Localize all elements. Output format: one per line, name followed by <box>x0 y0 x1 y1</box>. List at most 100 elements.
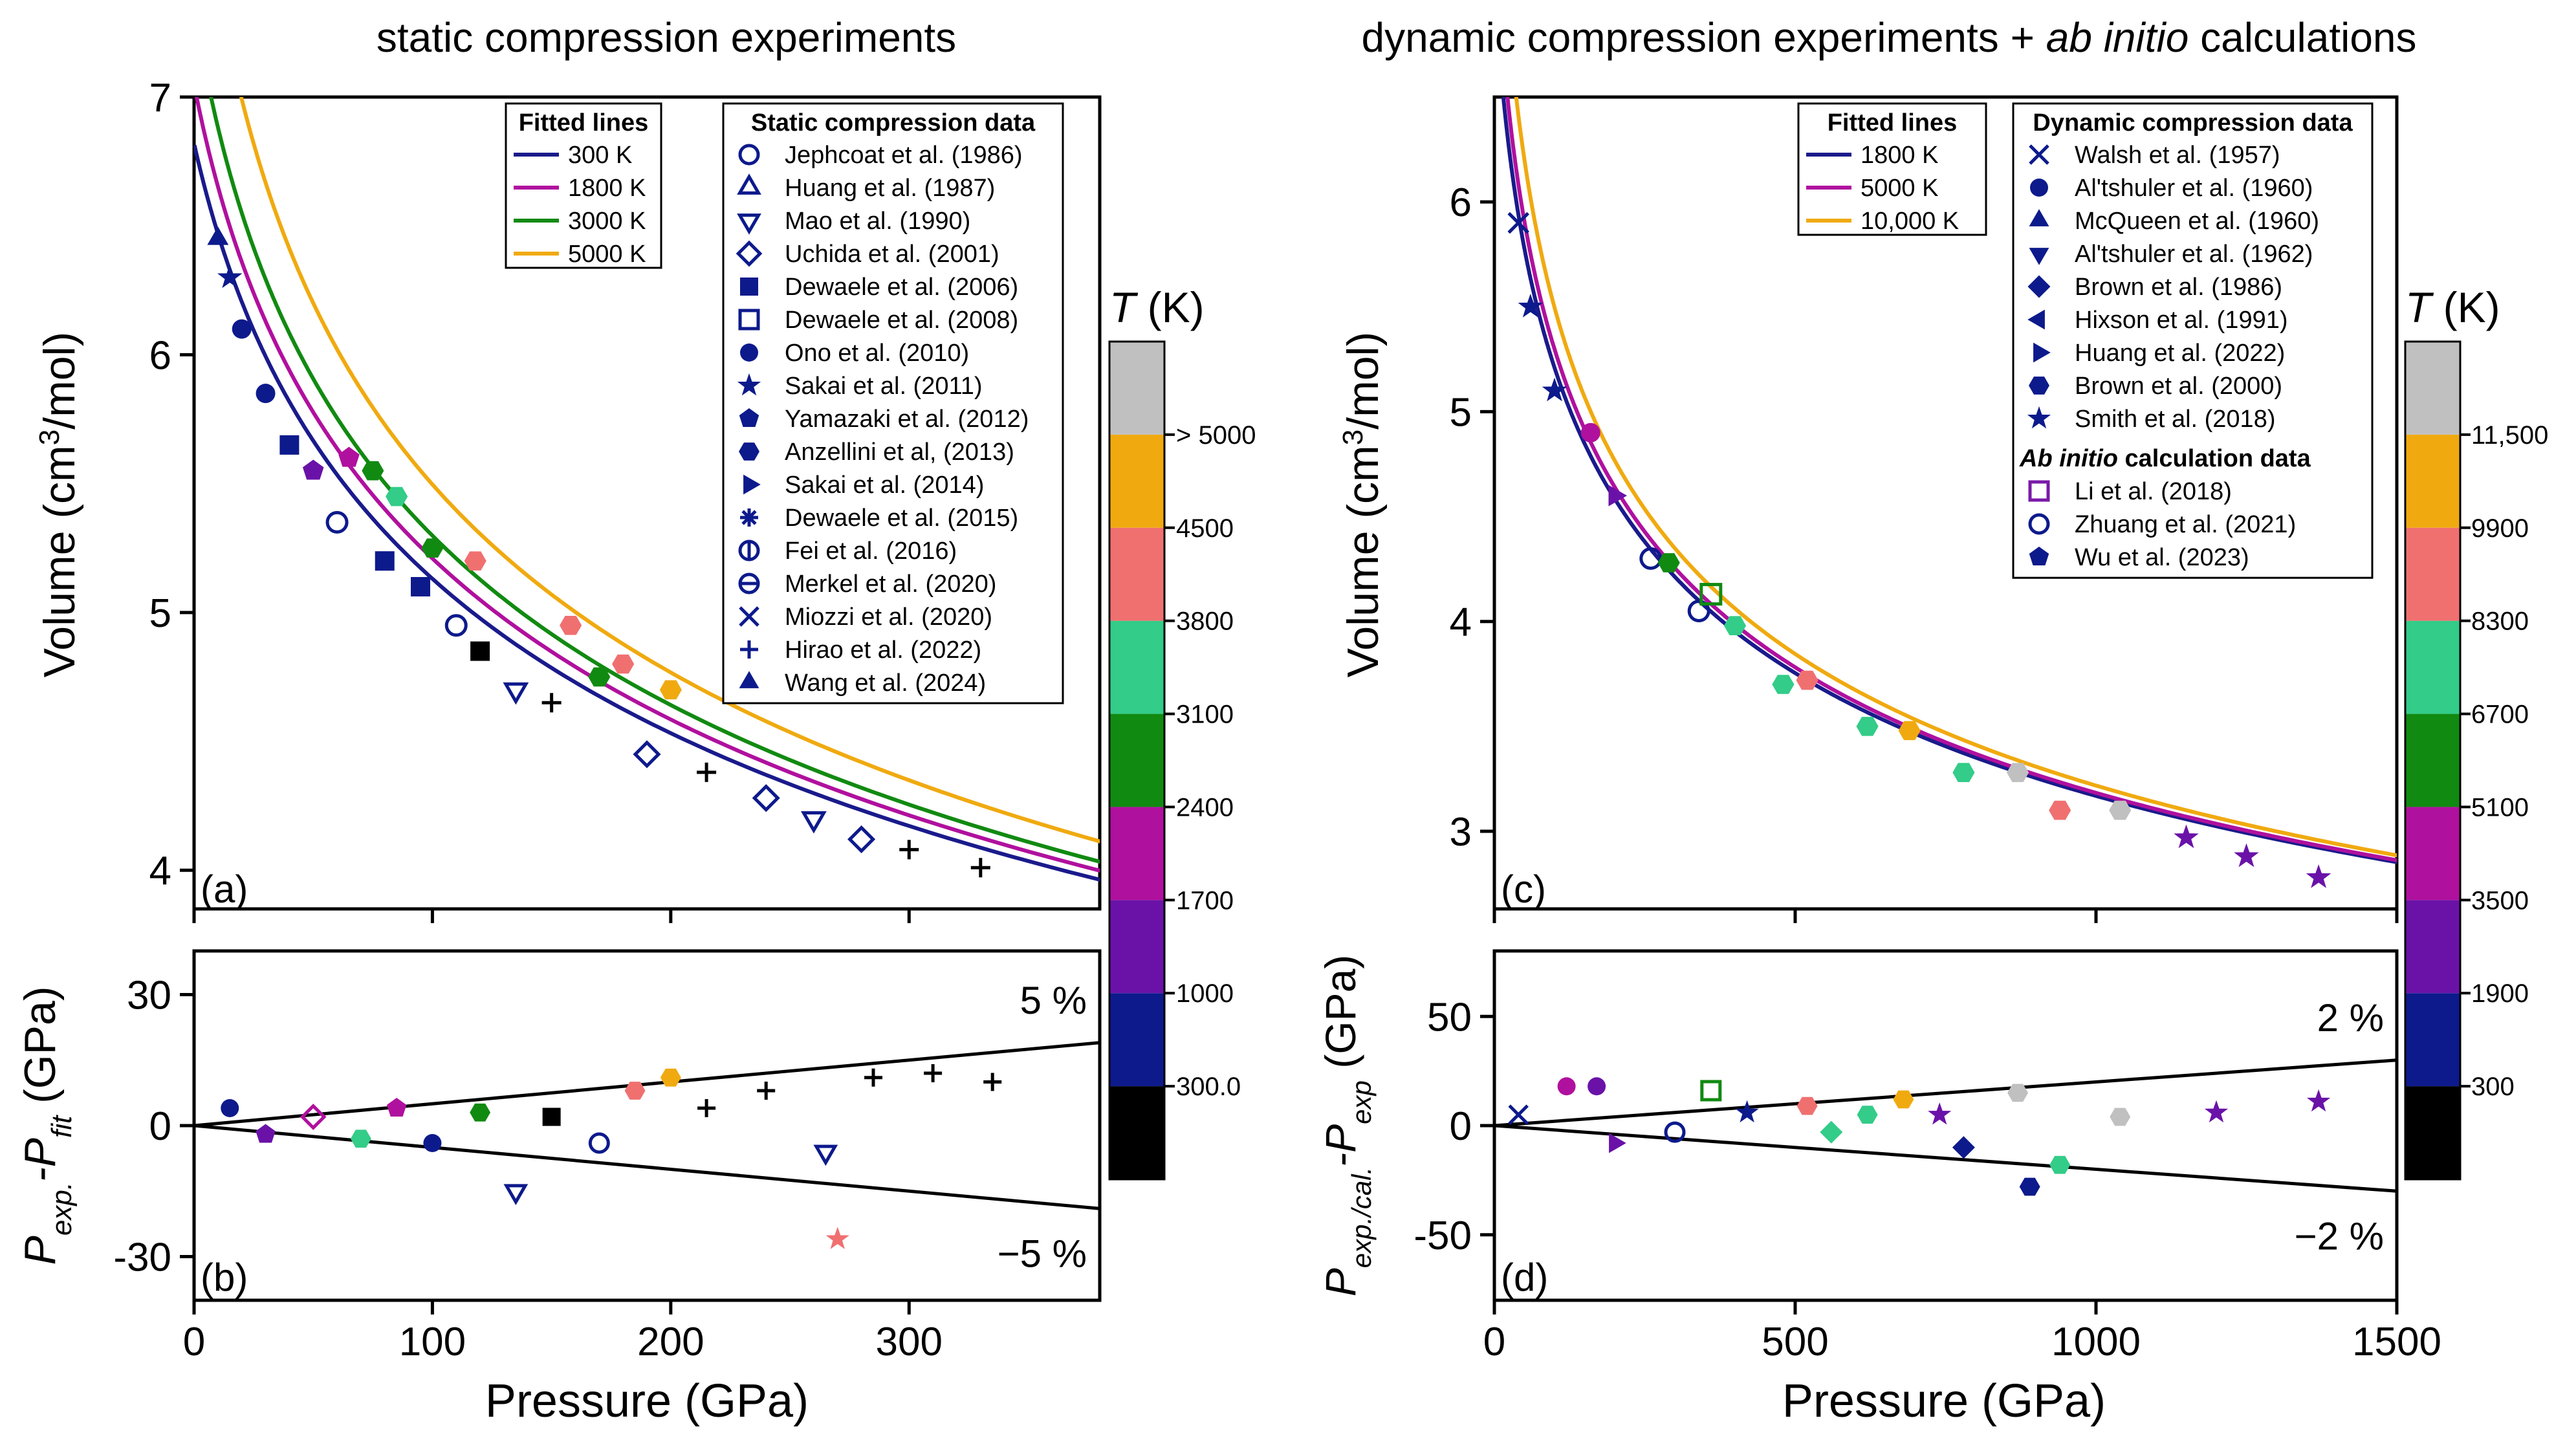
colorbar-tick-label: > 5000 <box>1176 421 1256 450</box>
data-point <box>1796 670 1818 690</box>
panel-c-fitted-curves <box>1501 97 2397 864</box>
y-tick-label: 6 <box>1450 180 1472 225</box>
data-point <box>612 654 635 674</box>
legend-entry-label: Sakai et al. (2011) <box>785 373 983 400</box>
colorbar-tick-label: 5100 <box>2471 793 2529 822</box>
colorbar-tick-label: 2400 <box>1176 793 1234 822</box>
data-point <box>350 1129 371 1148</box>
fitted-lines-legend: Fitted lines 300 K 1800 K 3000 K 5000 K <box>505 102 662 269</box>
data-point <box>256 384 276 404</box>
residual-plot-area <box>194 1041 1100 1249</box>
y-tick-label: 3 <box>1450 810 1472 855</box>
data-point <box>924 1064 943 1082</box>
legend-entry-label: 300 K <box>568 142 632 169</box>
panel-b-frame <box>192 949 1102 1302</box>
data-point <box>864 1068 882 1087</box>
legend-entry-label: Smith et al. (2018) <box>2075 406 2275 433</box>
legend-marker <box>740 640 758 659</box>
legend-marker <box>740 508 758 527</box>
data-legend: Static compression data Jephcoat et al. (… <box>722 102 1064 704</box>
legend-entry-label: McQueen et al. (1960) <box>2075 208 2319 235</box>
legend-entry-label: Yamazaki et al. (2012) <box>785 406 1029 433</box>
colorbar-tick-label: 1000 <box>1176 979 1234 1008</box>
data-point <box>2307 1089 2331 1112</box>
legend-entry-label: Al'tshuler et al. (1960) <box>2075 175 2313 202</box>
legend-marker <box>736 240 763 267</box>
data-point <box>1588 1077 1606 1096</box>
data-point <box>207 226 229 245</box>
data-point <box>697 762 717 782</box>
data-point <box>542 1107 561 1126</box>
colorbar-tick-label: 3500 <box>2471 886 2529 915</box>
data-point <box>1557 1077 1576 1096</box>
data-point <box>1856 717 1879 736</box>
colorbar-segment <box>2405 1086 2460 1179</box>
legend-marker <box>2027 406 2051 429</box>
panel-a-data-points <box>207 226 990 878</box>
legend-marker <box>739 606 759 627</box>
legend-entry-label: Dewaele et al. (2008) <box>785 307 1018 334</box>
colorbar-segment <box>1109 1086 1164 1179</box>
legend-entry-label: Dewaele et al. (2015) <box>785 505 1018 532</box>
data-point <box>362 461 384 481</box>
legend-marker <box>737 173 761 195</box>
legend-entry-label: Zhuang et al. (2021) <box>2075 511 2296 538</box>
lower-bound-label: −2 % <box>2295 1214 2384 1258</box>
upper-bound-line <box>1494 1058 2397 1128</box>
x-tick-label: 0 <box>1483 1320 1505 1364</box>
left-panel-title: static compression experiments <box>377 14 956 61</box>
data-point <box>1893 1090 1914 1109</box>
legend-marker <box>2029 144 2049 165</box>
data-point <box>386 1097 407 1117</box>
legend-entry-label: Uchida et al. (2001) <box>785 241 999 268</box>
data-point <box>503 1184 529 1206</box>
legends: Fitted lines 300 K 1800 K 3000 K 5000 K Stati… <box>505 102 2374 704</box>
marker-stroke <box>741 510 757 525</box>
y-tick-label: 5 <box>1450 390 1472 435</box>
data-point <box>421 538 444 558</box>
y-tick-label: 5 <box>149 591 171 636</box>
data-point <box>624 1082 646 1100</box>
x-tick-label: 500 <box>1762 1320 1828 1364</box>
x-tick-label: 1500 <box>2352 1320 2441 1364</box>
legend-entry-label: Merkel et al. (2020) <box>785 571 996 598</box>
colorbar-segment <box>1109 434 1164 528</box>
y-tick-label: 50 <box>1427 995 1472 1040</box>
legend-entry-label: Li et al. (2018) <box>2075 478 2232 505</box>
legend-marker <box>738 144 760 166</box>
data-point <box>2109 800 2132 820</box>
data-point <box>221 1099 239 1117</box>
data-point <box>1608 485 1627 507</box>
data-point <box>588 667 611 687</box>
panel-d-frame <box>1492 949 2399 1302</box>
data-point <box>1857 1106 1878 1124</box>
legend-entry-label: 10,000 K <box>1861 208 1959 235</box>
fitted-curve-5000K <box>239 97 1100 844</box>
legend-box <box>2012 102 2374 579</box>
legend-entry-label: Jephcoat et al. (1986) <box>785 142 1023 169</box>
data-point <box>232 319 252 339</box>
data-point <box>1609 1133 1626 1153</box>
legend-entry-label: Wang et al. (2024) <box>785 670 986 697</box>
data-point <box>375 551 395 571</box>
panel-c-data-points <box>1507 212 2331 888</box>
panel-c-y-axis-label: Volume (cm3/mol) <box>1337 332 1388 678</box>
data-point <box>411 576 430 596</box>
x-tick-label: 100 <box>399 1320 466 1364</box>
data-point <box>1772 675 1795 694</box>
legend-entry-label: 5000 K <box>1861 175 1938 202</box>
colorbar-frame <box>2404 340 2461 1181</box>
legend-box <box>1797 102 1987 236</box>
legend-entry-label: Hirao et al. (2022) <box>785 637 981 664</box>
data-point <box>1664 1121 1686 1143</box>
colorbar-segment <box>2405 527 2460 621</box>
legend-marker <box>739 408 759 427</box>
fitted-lines-legend: Fitted lines 1800 K 5000 K 10,000 K <box>1797 102 1987 236</box>
data-point <box>1699 583 1723 606</box>
legend-entry-label: Mao et al. (1990) <box>785 208 970 235</box>
legend-entry-label: Hixson et al. (1991) <box>2075 307 2288 334</box>
colorbar-segment <box>2405 807 2460 900</box>
x-tick-label: 200 <box>637 1320 704 1364</box>
